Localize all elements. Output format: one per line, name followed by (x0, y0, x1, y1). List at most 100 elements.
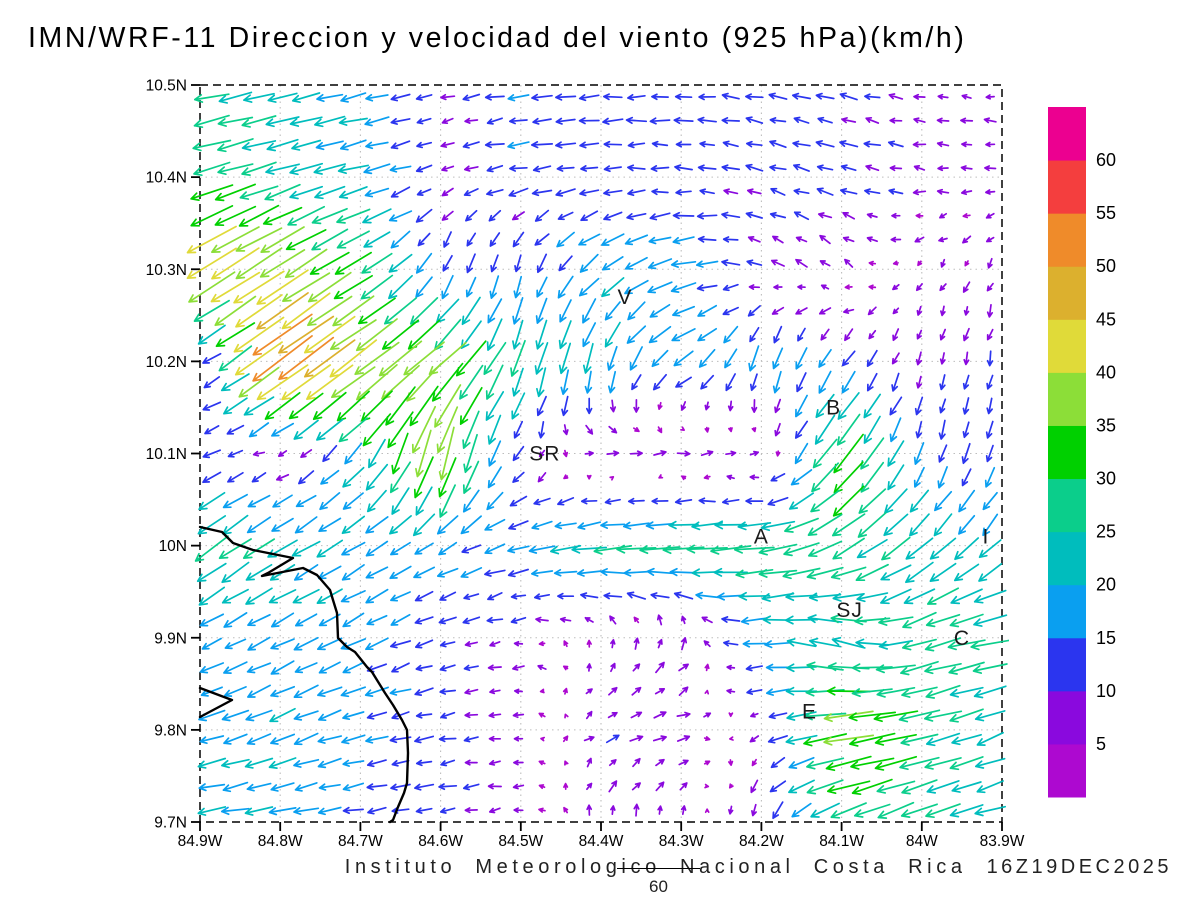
wind-arrow (329, 319, 377, 351)
wind-arrow (672, 236, 695, 245)
wind-arrow (431, 362, 464, 402)
wind-arrow (580, 497, 598, 505)
wind-arrow (937, 93, 949, 100)
wind-arrow (840, 164, 857, 172)
wind-arrow (830, 802, 867, 819)
wind-arrow (439, 591, 457, 601)
wind-arrow (926, 780, 960, 794)
wind-arrow (875, 664, 916, 674)
wind-arrow (578, 277, 600, 297)
wind-arrow (294, 782, 318, 792)
wind-arrow (246, 662, 272, 674)
wind-arrow (265, 116, 300, 128)
wind-arrow (319, 492, 341, 511)
wind-arrow (245, 587, 273, 605)
wind-arrow (582, 322, 597, 348)
wind-arrow (695, 260, 719, 268)
wind-arrow (270, 733, 296, 745)
wind-arrow (654, 688, 666, 695)
wind-arrow (557, 592, 575, 600)
wind-arrow (806, 661, 844, 671)
wind-arrow (459, 386, 483, 425)
wind-arrow (858, 488, 887, 514)
wind-arrow (512, 297, 524, 325)
wind-arrow (949, 804, 984, 818)
wind-arrow (794, 420, 809, 439)
wind-arrow (915, 213, 924, 219)
wind-arrow (463, 593, 480, 601)
wind-arrow (201, 637, 222, 650)
wind-arrow (703, 736, 711, 742)
wind-arrow (415, 429, 432, 478)
wind-arrow (204, 425, 220, 435)
wind-arrow (695, 591, 720, 600)
wind-arrow (722, 140, 739, 148)
wind-arrow (758, 568, 798, 578)
wind-arrow (721, 616, 741, 623)
wind-arrow (585, 397, 593, 415)
wind-arrow (916, 305, 923, 316)
wind-arrow (466, 232, 477, 247)
lon-tick-label: 84.3W (659, 833, 704, 850)
wind-arrow (924, 662, 962, 675)
wind-arrow (285, 229, 327, 251)
wind-arrow (938, 419, 946, 440)
wind-arrow (696, 284, 718, 292)
wind-arrow (536, 367, 547, 398)
wind-arrow (281, 364, 332, 401)
wind-arrow (215, 322, 256, 348)
wind-arrow (233, 270, 285, 304)
wind-arrow (960, 189, 973, 196)
wind-arrow (892, 307, 900, 315)
wind-arrow (984, 165, 997, 172)
wind-arrow (940, 305, 946, 317)
wind-arrow (341, 564, 365, 581)
wind-arrow (190, 184, 234, 201)
wind-arrow (651, 349, 669, 368)
wind-arrow (772, 347, 784, 370)
wind-arrow (697, 304, 718, 317)
wind-arrow (819, 260, 831, 267)
wind-arrow (488, 735, 502, 742)
wind-arrow (947, 639, 986, 651)
wind-arrow (676, 711, 691, 718)
wind-arrow (823, 734, 875, 746)
wind-arrow (256, 364, 309, 401)
wind-arrow (939, 374, 946, 391)
wind-arrow (235, 247, 283, 280)
wind-arrow (252, 450, 266, 457)
wind-arrow (681, 475, 687, 481)
wind-arrow (866, 212, 878, 219)
wind-arrow (784, 517, 819, 533)
wind-arrow (443, 231, 452, 248)
wind-arrow (583, 735, 595, 742)
wind-arrow (745, 93, 764, 101)
wind-arrow (278, 315, 335, 354)
wind-arrow (186, 225, 237, 254)
wind-arrow (340, 686, 367, 698)
wind-arrow (557, 497, 575, 506)
wind-arrow (214, 295, 257, 327)
wind-arrow (507, 568, 529, 578)
colorbar-segment (1048, 107, 1086, 161)
wind-arrow (582, 298, 597, 324)
lon-tick-label: 84.7W (338, 833, 383, 850)
wind-arrow (761, 592, 795, 602)
wind-arrow (294, 662, 318, 674)
wind-arrow (387, 411, 414, 449)
wind-arrow (342, 661, 365, 674)
wind-arrow (647, 281, 673, 294)
wind-arrow (294, 613, 318, 627)
wind-arrow (316, 539, 344, 558)
wind-arrow (298, 470, 315, 485)
wind-arrow (413, 456, 434, 499)
wind-arrow (365, 540, 389, 557)
wind-arrow (238, 204, 280, 227)
wind-arrow (796, 372, 807, 393)
wind-arrow (651, 93, 669, 101)
wind-arrow (674, 93, 693, 101)
wind-arrow (815, 140, 835, 148)
wind-arrow (293, 564, 319, 581)
wind-arrow (726, 474, 735, 480)
wind-arrow (773, 284, 783, 290)
